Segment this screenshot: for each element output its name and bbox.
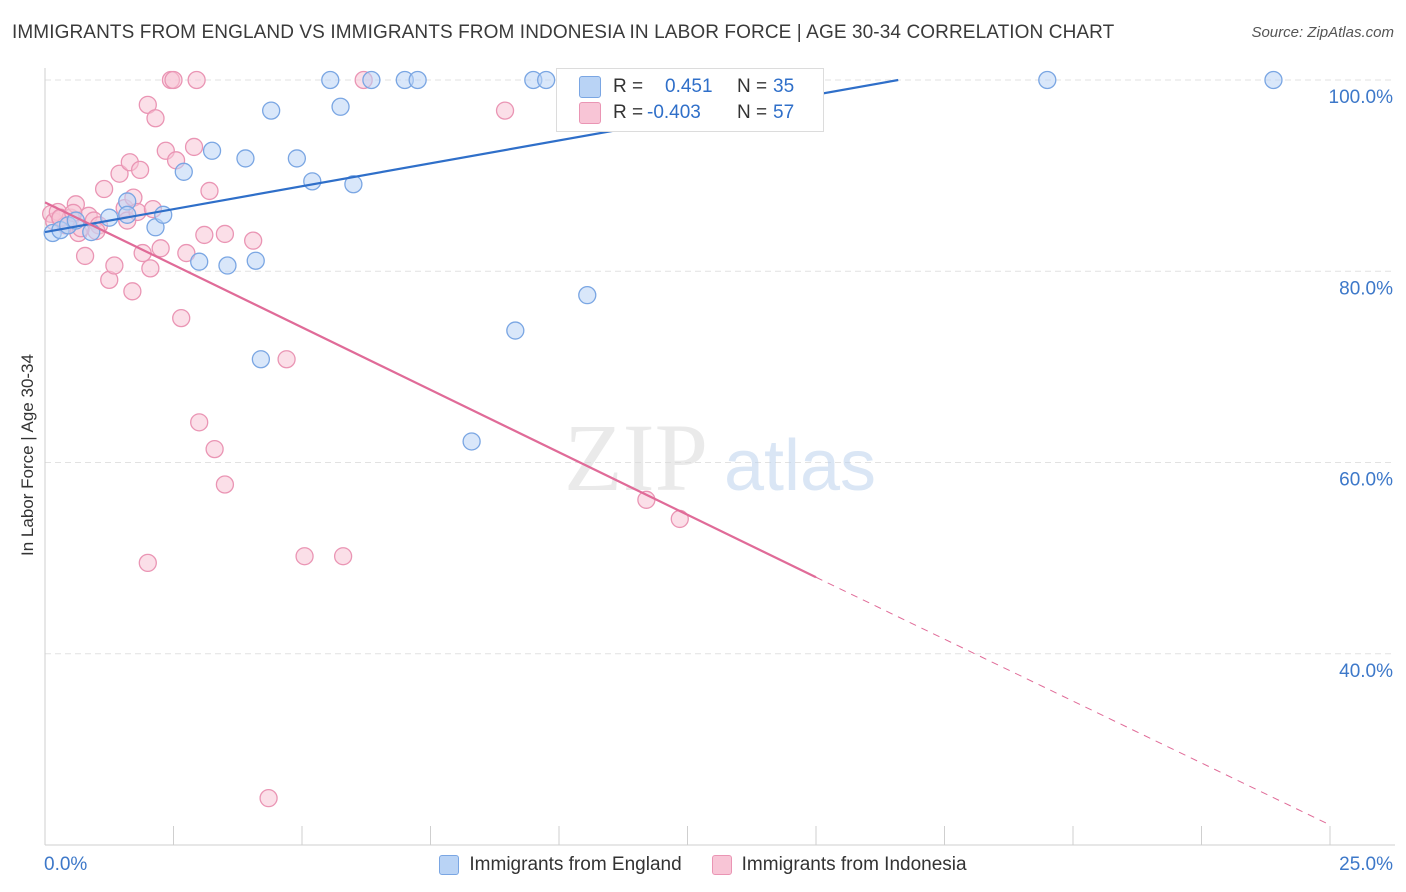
indonesia-n-value: 57 [773, 102, 795, 123]
legend-label-england: Immigrants from England [469, 854, 682, 875]
stats-row-england: R = 0.451 N = 35 [557, 74, 823, 100]
indonesia-point [151, 239, 170, 258]
indonesia-point [138, 553, 157, 573]
stats-row-indonesia: R = -0.403 N = 57 [557, 100, 823, 126]
y-axis-label: In Labor Force | Age 30-34 [18, 354, 37, 556]
source-credit: Source: ZipAtlas.com [1251, 24, 1394, 41]
indonesia-point [215, 224, 235, 244]
r-label: R = [613, 76, 644, 97]
indonesia-point [277, 350, 296, 369]
r-label: R = [613, 102, 644, 123]
axes [44, 68, 1395, 846]
england-point [262, 101, 281, 120]
legend-item-indonesia: Immigrants from Indonesia [711, 854, 967, 876]
england-point [344, 175, 363, 194]
england-point [362, 70, 381, 90]
indonesia-point [205, 439, 224, 459]
n-label: N = [737, 76, 768, 97]
x-tick-label: 25.0% [1339, 854, 1393, 875]
indonesia-point [105, 256, 124, 275]
england-point [246, 251, 265, 270]
indonesia-point [215, 475, 235, 494]
legend-item-england: Immigrants from England [439, 854, 682, 876]
england-point [118, 205, 137, 224]
indonesia-r-value: -0.403 [647, 102, 701, 123]
england-point [218, 256, 237, 275]
england-point [1264, 70, 1283, 90]
england-point [190, 252, 209, 271]
indonesia-point [123, 282, 142, 301]
indonesia-point [244, 231, 263, 250]
england-point [321, 70, 340, 90]
england-n-value: 35 [773, 76, 795, 97]
indonesia-point [164, 70, 183, 90]
england-point [462, 432, 481, 451]
indonesia-point [110, 164, 129, 183]
x-tick-label: 0.0% [44, 854, 87, 875]
bottom-legend: Immigrants from England Immigrants from … [0, 852, 1406, 878]
indonesia-point [130, 160, 150, 180]
trend-line [815, 576, 1331, 826]
indonesia-point [333, 547, 353, 566]
indonesia-swatch [579, 102, 601, 124]
indonesia-point [177, 243, 196, 263]
y-tick-label: 40.0% [1339, 661, 1393, 682]
indonesia-point [146, 109, 165, 128]
england-point [174, 162, 193, 181]
legend-swatch-england [439, 855, 460, 875]
y-tick-label: 60.0% [1339, 470, 1393, 491]
indonesia-point [200, 181, 219, 201]
england-point [303, 172, 322, 191]
indonesia-point [190, 413, 209, 432]
watermark-atlas: atlas [724, 426, 876, 506]
y-tick-label: 100.0% [1329, 87, 1394, 108]
england-swatch [579, 76, 601, 98]
england-point [408, 70, 427, 90]
england-point [537, 70, 556, 90]
england-point [506, 321, 525, 340]
indonesia-point [195, 225, 214, 245]
indonesia-point [295, 547, 314, 566]
indonesia-point [495, 101, 515, 120]
n-label: N = [737, 102, 768, 123]
england-point [287, 149, 307, 168]
indonesia-point [172, 308, 191, 328]
legend-label-indonesia: Immigrants from Indonesia [741, 854, 967, 875]
indonesia-point [94, 179, 114, 199]
tick-labels: 100.0% 80.0% 60.0% 40.0% 0.0% 25.0% [44, 87, 1393, 875]
england-point [1038, 70, 1057, 90]
chart-title: IMMIGRANTS FROM ENGLAND VS IMMIGRANTS FR… [12, 22, 1115, 43]
england-point [236, 149, 255, 168]
england-r-value: 0.451 [665, 76, 713, 97]
indonesia-point [184, 137, 204, 157]
indonesia-point [141, 259, 160, 278]
indonesia-point [187, 70, 206, 90]
y-tick-label: 80.0% [1339, 278, 1393, 299]
stats-legend-box: R = 0.451 N = 35 R = -0.403 N = 57 [556, 68, 824, 132]
trend-line [44, 201, 817, 579]
indonesia-point [75, 246, 95, 266]
indonesia-point [259, 788, 278, 808]
england-point [100, 208, 119, 227]
england-point [251, 350, 271, 369]
legend-swatch-indonesia [711, 855, 732, 875]
watermark: ZIP atlas [564, 404, 876, 511]
england-point [331, 97, 350, 116]
england-point [202, 141, 222, 160]
watermark-zip: ZIP [564, 404, 708, 511]
england-point [578, 286, 597, 305]
